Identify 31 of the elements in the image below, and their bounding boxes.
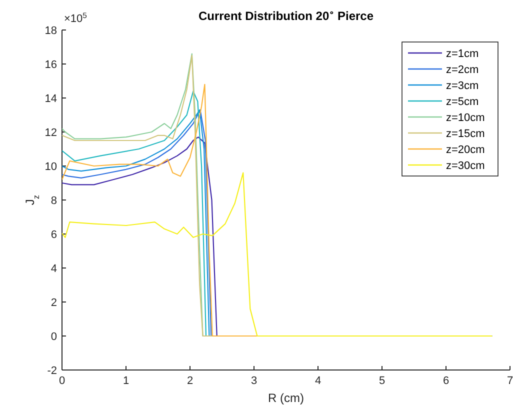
x-tick-label: 2 (186, 375, 194, 387)
chart-title: Current Distribution 20$^{∘}$ Pierce (198, 7, 374, 23)
legend-label: z=5cm (446, 96, 479, 108)
x-tick-label: 7 (506, 375, 513, 387)
legend-label: z=20cm (446, 144, 485, 156)
x-tick-label: 0 (58, 375, 66, 387)
x-tick-label: 4 (314, 375, 322, 387)
legend-label: z=1cm (446, 48, 479, 60)
y-tick-label: 18 (44, 25, 57, 37)
line-series (62, 172, 493, 337)
x-tick-label: 6 (442, 375, 450, 387)
y-tick-label: 12 (44, 127, 57, 139)
y-tick-label: 10 (44, 161, 57, 173)
y-tick-label: 6 (50, 229, 57, 241)
legend-label: z=3cm (446, 80, 479, 92)
x-axis-title: R (cm) (268, 391, 304, 405)
y-tick-label: 2 (50, 297, 57, 309)
x-tick-label: 5 (378, 375, 386, 387)
y-tick-label: 0 (50, 331, 57, 343)
y-tick-label: 16 (44, 59, 57, 71)
y-tick-label: 8 (50, 195, 57, 207)
legend-label: z=15cm (446, 128, 485, 140)
x-tick-label: 3 (250, 375, 258, 387)
legend-label: z=2cm (446, 64, 479, 76)
y-tick-label: 4 (50, 263, 57, 275)
y-tick-label: -2 (47, 365, 57, 377)
x-tick-label: 1 (122, 375, 130, 387)
legend-label: z=10cm (446, 112, 485, 124)
y-tick-label: 14 (44, 93, 57, 105)
text: ×10$^{5}$ (64, 10, 87, 25)
legend-label: z=30cm (446, 160, 485, 172)
